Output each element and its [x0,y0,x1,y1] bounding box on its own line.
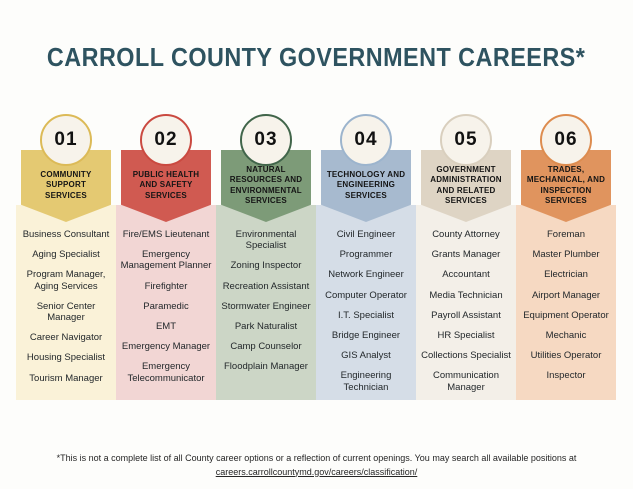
job-item: Zoning Inspector [230,260,302,272]
disclaimer-text: *This is not a complete list of all Coun… [56,453,577,463]
job-item: Master Plumber [532,249,600,261]
job-item: Camp Counselor [230,341,302,353]
number-badge: 02 [140,114,192,166]
job-item: Media Technician [429,289,503,301]
category-column-public-health-safety: 02 PUBLIC HEALTH AND SAFETY SERVICES Fir… [116,114,216,400]
job-item: Foreman [546,229,585,240]
job-item: I.T. Specialist [338,309,394,321]
category-column-natural-resources: 03 NATURAL RESOURCES AND ENVIRONMENTAL S… [216,114,316,400]
careers-link[interactable]: careers.carrollcountymd.gov/careers/clas… [215,466,418,477]
number-badge: 06 [540,114,592,166]
category-column-community-support: 01 COMMUNITY SUPPORT SERVICES Business C… [16,114,116,400]
job-item: Utilities Operator [530,350,602,362]
job-item: Accountant [442,269,490,281]
job-item: Mechanic [545,330,587,342]
job-item: Inspector [546,370,586,382]
job-item: Fire/EMS Lieutenant [122,229,210,240]
job-item: Aging Specialist [32,249,100,261]
job-item: Tourism Manager [29,372,103,384]
job-item: HR Specialist [437,330,495,342]
job-item: Emergency Management Planner [120,249,212,272]
job-item: Collections Specialist [421,350,511,362]
job-list: Environmental Specialist Zoning Inspector… [216,205,316,400]
job-item: Engineering Technician [340,370,392,393]
job-item: Bridge Engineer [331,330,401,342]
job-list: County Attorney Grants Manager Accountant M… [416,205,516,400]
job-item: Payroll Assistant [431,309,501,321]
job-item: Senior Center Manager [36,300,96,324]
disclaimer: *This is not a complete list of all Coun… [0,452,633,479]
number-badge: 04 [340,114,392,166]
job-item: Firefighter [144,280,188,292]
job-item: Program Manager, Aging Services [26,269,106,292]
number-badge: 03 [240,114,292,166]
job-item: Emergency Telecommunicator [127,361,205,384]
number-badge: 01 [40,114,92,166]
job-list: Fire/EMS Lieutenant Emergency Management … [116,205,216,400]
job-item: Emergency Manager [121,341,211,353]
job-item: Floodplain Manager [224,361,308,373]
job-list: Civil Engineer Programmer Network Engineer… [316,205,416,400]
career-categories: 01 COMMUNITY SUPPORT SERVICES Business C… [16,114,616,400]
category-column-technology-engineering: 04 TECHNOLOGY AND ENGINEERING SERVICES C… [316,114,416,400]
category-column-trades-mechanical: 06 TRADES, MECHANICAL, AND INSPECTION SE… [516,114,616,400]
page-title: CARROLL COUNTY GOVERNMENT CAREERS* [47,42,586,72]
job-item: Equipment Operator [523,309,609,321]
job-item: Career Navigator [29,332,103,344]
category-column-government-administration: 05 GOVERNMENT ADMINISTRATION AND RELATED… [416,114,516,400]
job-item: Grants Manager [431,249,501,261]
job-item: Programmer [339,249,393,261]
job-list: Business Consultant Aging Specialist Progr… [16,205,116,400]
job-item: Communication Manager [433,370,499,393]
job-item: Civil Engineer [336,229,396,240]
job-item: Airport Manager [531,289,601,301]
job-item: Stormwater Engineer [221,300,311,312]
job-item: GIS Analyst [341,350,391,362]
job-item: Housing Specialist [26,352,106,364]
job-item: Paramedic [143,300,189,312]
number-badge: 05 [440,114,492,166]
job-list: Foreman Master Plumber Electrician Airport … [516,205,616,400]
job-item: Business Consultant [22,229,110,240]
job-item: Environmental Specialist [235,229,297,252]
job-item: Network Engineer [328,269,404,281]
job-item: EMT [155,321,177,333]
job-item: Park Naturalist [234,321,298,333]
job-item: Recreation Assistant [222,280,310,292]
job-item: County Attorney [432,229,500,240]
job-item: Computer Operator [325,289,407,301]
job-item: Electrician [544,269,588,281]
